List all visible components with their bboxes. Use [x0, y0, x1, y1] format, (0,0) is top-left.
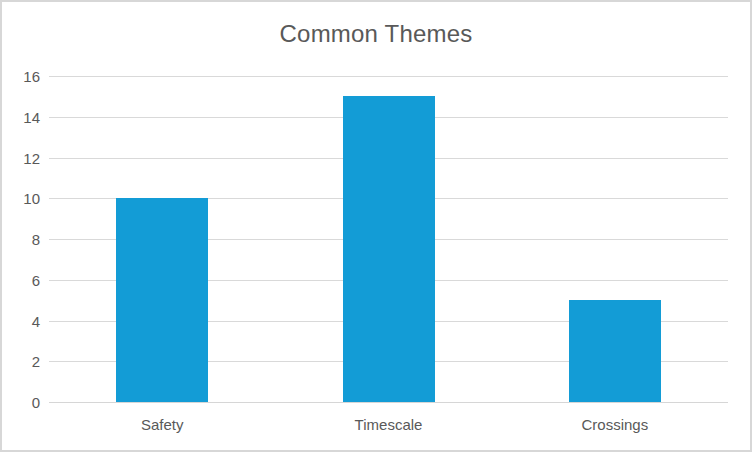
y-axis-tick-label: 12 [2, 150, 40, 165]
chart-title: Common Themes [2, 20, 750, 48]
gridline [49, 76, 728, 77]
bar-chart: Common Themes 0 2 4 6 8 10 12 14 16 Safety Timesc… [0, 0, 752, 452]
x-axis-category-label: Safety [141, 416, 184, 433]
x-axis-line [49, 402, 728, 403]
y-axis-tick-label: 0 [2, 395, 40, 410]
bar-safety [116, 198, 208, 402]
bar-crossings [569, 300, 661, 402]
bar-timescale [343, 96, 435, 402]
y-axis-tick-label: 16 [2, 69, 40, 84]
x-axis-category-label: Timescale [355, 416, 423, 433]
y-axis-tick-label: 8 [2, 232, 40, 247]
y-axis-tick-label: 6 [2, 272, 40, 287]
y-axis-tick-label: 4 [2, 313, 40, 328]
y-axis-tick-label: 14 [2, 109, 40, 124]
y-axis-tick-label: 2 [2, 354, 40, 369]
plot-area [49, 76, 728, 402]
x-axis-category-label: Crossings [581, 416, 648, 433]
y-axis-tick-label: 10 [2, 191, 40, 206]
